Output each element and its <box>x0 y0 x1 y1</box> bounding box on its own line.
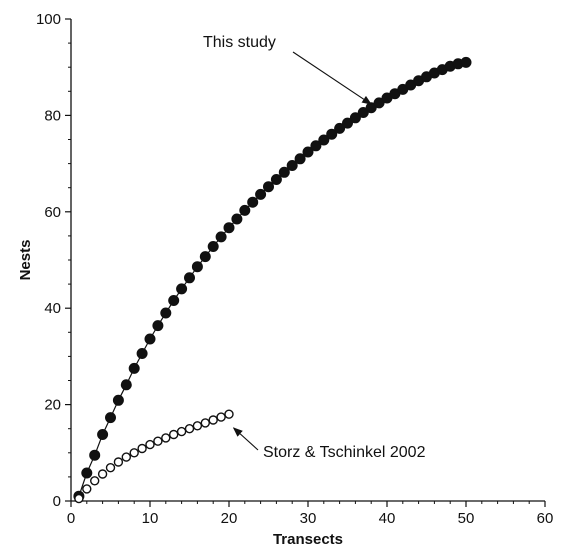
data-point-this-study <box>152 320 164 332</box>
data-point-this-study <box>294 153 306 165</box>
data-point-storz-tschinkel-2002 <box>113 457 124 467</box>
annotation-storz-tschinkel: Storz & Tschinkel 2002 <box>263 444 426 461</box>
data-point-this-study <box>144 333 156 345</box>
data-point-this-study <box>168 295 180 306</box>
data-point-this-study <box>184 272 195 284</box>
x-tick-label: 60 <box>537 510 554 527</box>
data-point-storz-tschinkel-2002 <box>105 463 116 473</box>
data-point-this-study <box>278 166 290 178</box>
data-point-this-study <box>160 307 172 319</box>
y-tick-label: 20 <box>44 397 61 414</box>
y-tick-label: 0 <box>53 493 61 510</box>
axes <box>70 19 545 502</box>
data-point-this-study <box>128 362 140 374</box>
series-line-this-study <box>78 61 467 497</box>
data-point-this-study <box>199 251 211 263</box>
data-point-this-study <box>191 261 203 273</box>
series-lines <box>78 61 467 497</box>
data-point-this-study <box>247 196 259 208</box>
x-axis-label: Transects <box>273 531 343 548</box>
data-point-this-study <box>310 140 322 152</box>
series-points <box>73 56 472 504</box>
data-point-this-study <box>215 231 227 243</box>
data-point-storz-tschinkel-2002 <box>224 409 234 419</box>
data-point-this-study <box>105 412 116 424</box>
data-point-storz-tschinkel-2002 <box>129 448 139 458</box>
data-point-this-study <box>373 97 385 109</box>
data-point-storz-tschinkel-2002 <box>216 412 226 422</box>
data-point-this-study <box>334 122 346 134</box>
y-tick-label: 40 <box>44 300 61 317</box>
data-point-this-study <box>97 429 109 440</box>
data-point-this-study <box>112 394 124 406</box>
data-point-this-study <box>349 112 361 124</box>
data-point-storz-tschinkel-2002 <box>89 476 100 486</box>
x-tick-label: 40 <box>379 510 396 527</box>
y-tick-label: 100 <box>36 11 61 28</box>
x-tick-label: 50 <box>458 510 475 527</box>
data-point-this-study <box>255 188 267 200</box>
data-point-this-study <box>270 174 282 185</box>
data-point-this-study <box>357 107 369 118</box>
x-tick-label: 10 <box>142 510 159 527</box>
annotations: This study Storz & Tschinkel 2002 <box>203 34 426 461</box>
y-tick-label: 80 <box>44 107 61 124</box>
data-point-storz-tschinkel-2002 <box>200 418 211 428</box>
ticks: 0 10 20 30 40 50 60 0 20 40 60 80 100 <box>36 11 553 527</box>
data-point-storz-tschinkel-2002 <box>168 429 179 440</box>
data-point-storz-tschinkel-2002 <box>192 421 203 431</box>
data-point-this-study <box>223 222 235 234</box>
y-tick-label: 60 <box>44 204 61 221</box>
data-point-storz-tschinkel-2002 <box>82 484 92 494</box>
data-point-this-study <box>176 283 188 295</box>
data-point-storz-tschinkel-2002 <box>97 469 108 479</box>
data-point-this-study <box>136 348 148 359</box>
data-point-storz-tschinkel-2002 <box>153 436 163 446</box>
data-point-this-study <box>120 379 132 391</box>
data-point-storz-tschinkel-2002 <box>176 426 187 437</box>
data-point-this-study <box>318 134 330 146</box>
annotation-arrow-this-study <box>292 51 372 105</box>
data-point-storz-tschinkel-2002 <box>184 424 195 434</box>
x-tick-label: 20 <box>221 510 238 527</box>
data-point-storz-tschinkel-2002 <box>121 452 132 462</box>
data-point-storz-tschinkel-2002 <box>208 415 218 425</box>
data-point-this-study <box>286 160 298 171</box>
data-point-this-study <box>89 449 101 461</box>
data-point-this-study <box>207 241 219 252</box>
x-tick-label: 0 <box>67 510 75 527</box>
annotation-this-study: This study <box>203 34 276 51</box>
data-point-this-study <box>263 181 274 193</box>
data-point-this-study <box>302 146 314 158</box>
annotation-arrow-storz-tschinkel <box>232 427 259 451</box>
x-tick-label: 30 <box>300 510 317 527</box>
data-point-this-study <box>326 128 338 140</box>
y-axis-label: Nests <box>17 240 34 281</box>
data-point-storz-tschinkel-2002 <box>145 439 155 450</box>
data-point-this-study <box>81 467 93 479</box>
data-point-this-study <box>460 56 472 68</box>
data-point-storz-tschinkel-2002 <box>161 433 171 443</box>
data-point-storz-tschinkel-2002 <box>137 443 147 454</box>
data-point-this-study <box>239 204 251 216</box>
data-point-this-study <box>231 213 243 225</box>
data-point-this-study <box>342 117 353 129</box>
data-point-storz-tschinkel-2002 <box>74 493 84 504</box>
